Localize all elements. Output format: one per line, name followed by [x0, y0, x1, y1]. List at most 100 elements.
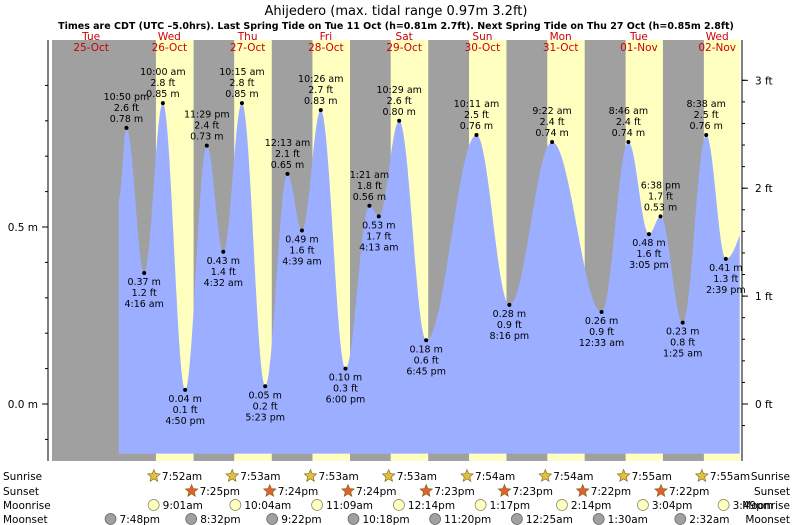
- day-of-week: Thu: [237, 31, 258, 43]
- tide-point: [160, 101, 165, 106]
- tide-point: [704, 132, 709, 137]
- sunrise-time: 7:55am: [632, 471, 672, 483]
- tide-label-time: 4:13 am: [359, 242, 398, 253]
- sunrise-icon: [225, 468, 240, 482]
- tide-label-ft: 1.7 ft: [366, 231, 391, 242]
- tide-label-m: 0.78 m: [110, 114, 143, 125]
- moonset-icon: [592, 513, 605, 525]
- moonrise-time: 3:04pm: [652, 500, 692, 512]
- row-label-right-moonset: Moonset: [745, 514, 790, 525]
- tide-label-time: 8:16 pm: [490, 331, 530, 342]
- moonrise-time: 2:14pm: [571, 500, 611, 512]
- tide-point: [626, 140, 631, 145]
- moonset-icon: [266, 513, 279, 525]
- tide-label-ft: 0.3 ft: [333, 384, 358, 395]
- sunrise-icon: [381, 468, 396, 482]
- tide-point: [599, 309, 604, 314]
- tide-label-time: 8:46 am: [609, 106, 648, 117]
- tide-label-time: 10:50 pm: [104, 92, 150, 103]
- tide-point: [204, 143, 209, 148]
- day-of-week: Tue: [629, 31, 648, 43]
- sunrise-time: 7:54am: [475, 471, 515, 483]
- sunset-icon: [184, 483, 199, 497]
- row-label-right-sunrise: Sunrise: [751, 471, 790, 483]
- day-of-week: Sun: [472, 31, 492, 43]
- tide-label-ft: 1.8 ft: [357, 181, 382, 192]
- y-tick-label-m: 0.0 m: [8, 399, 38, 411]
- tide-point: [318, 108, 323, 113]
- sunrise-icon: [616, 468, 631, 482]
- moonset-time: 1:30am: [608, 514, 648, 525]
- moonset-icon: [511, 513, 523, 525]
- tide-point: [550, 140, 555, 145]
- tide-label-ft: 2.6 ft: [387, 96, 412, 107]
- row-label-left-moonrise: Moonrise: [3, 500, 51, 512]
- tide-label-ft: 2.8 ft: [229, 78, 254, 89]
- day-labels: Tue25-OctWed26-OctThu27-OctFri28-OctSat2…: [73, 31, 736, 54]
- tide-label-ft: 0.9 ft: [497, 320, 522, 331]
- day-of-week: Fri: [320, 31, 333, 43]
- tide-label-time: 4:16 am: [124, 299, 163, 310]
- moonrise-icon: [717, 499, 730, 511]
- sunrise-time: 7:53am: [318, 471, 358, 483]
- tide-label-ft: 2.4 ft: [540, 117, 565, 128]
- tide-label-ft: 0.9 ft: [589, 327, 614, 338]
- sunrise-icon: [460, 468, 474, 482]
- tide-label-ft: 1.6 ft: [636, 249, 661, 260]
- moonrise-icon: [556, 499, 568, 511]
- moonset-icon: [185, 513, 198, 525]
- tide-point: [183, 387, 188, 392]
- moonset-time: 9:22pm: [281, 514, 321, 525]
- tide-label-time: 10:11 am: [454, 99, 499, 110]
- sunset-icon: [654, 483, 668, 497]
- tide-label-m: 0.53 m: [644, 202, 677, 213]
- moonset-time: 7:48pm: [120, 514, 160, 525]
- tide-label-ft: 1.7 ft: [648, 191, 673, 202]
- tide-label-time: 10:26 am: [298, 74, 343, 85]
- axes: 0.0 m 0.5 m 0 ft 1 ft 2 ft 3 ft: [8, 40, 773, 461]
- tide-label-time: 12:13 am: [265, 138, 310, 149]
- tide-point: [142, 271, 147, 276]
- tide-label-m: 0.74 m: [612, 128, 645, 139]
- sunrise-time: 7:54am: [553, 471, 593, 483]
- sunrise-time: 7:53am: [240, 471, 280, 483]
- tide-label-time: 10:15 am: [219, 67, 264, 78]
- tide-point: [343, 366, 348, 371]
- tide-point: [124, 125, 129, 130]
- tide-label-time: 10:29 am: [376, 85, 421, 96]
- sunrise-icon: [303, 468, 318, 482]
- sunrise-icon: [538, 468, 553, 482]
- tide-label-time: 4:39 am: [282, 257, 321, 268]
- sun-moon-rows: Sunrise Sunrise Sunset Sunset Moonrise Moonri…: [3, 468, 790, 525]
- sunrise-icon: [146, 468, 161, 482]
- moonset-time: 11:20pm: [444, 514, 491, 525]
- tide-label-ft: 1.4 ft: [211, 267, 236, 278]
- tide-label-m: 0.18 m: [409, 344, 442, 355]
- tide-point: [221, 249, 226, 254]
- tide-label-ft: 2.5 ft: [694, 110, 719, 121]
- sunrise-time: 7:53am: [397, 471, 437, 483]
- sunrise-time: 7:52am: [162, 471, 202, 483]
- tide-label-m: 0.23 m: [666, 327, 699, 338]
- tide-label-m: 0.05 m: [248, 390, 281, 401]
- moonrise-time: 9:01am: [163, 500, 203, 512]
- day-date: 25-Oct: [73, 42, 109, 54]
- y-tick-label-m: 0.5 m: [8, 222, 38, 234]
- day-date: 30-Oct: [465, 42, 501, 54]
- tide-label-m: 0.83 m: [304, 96, 337, 107]
- tide-label-m: 0.48 m: [632, 238, 665, 249]
- day-of-week: Mon: [550, 31, 572, 43]
- tide-label-m: 0.85 m: [146, 89, 179, 100]
- moonrise-icon: [637, 499, 649, 511]
- tide-curve: [118, 103, 740, 454]
- y-tick-label-ft: 2 ft: [755, 183, 773, 195]
- tide-label-time: 6:38 pm: [641, 180, 681, 191]
- moonrise-time: 1:17pm: [490, 500, 530, 512]
- tide-label-time: 6:00 pm: [326, 395, 366, 406]
- row-label-right-sunset: Sunset: [754, 486, 790, 498]
- day-of-week: Tue: [81, 31, 100, 43]
- tide-label-time: 3:05 pm: [629, 260, 669, 271]
- day-date: 28-Oct: [308, 42, 344, 54]
- tide-label-ft: 0.2 ft: [253, 401, 278, 412]
